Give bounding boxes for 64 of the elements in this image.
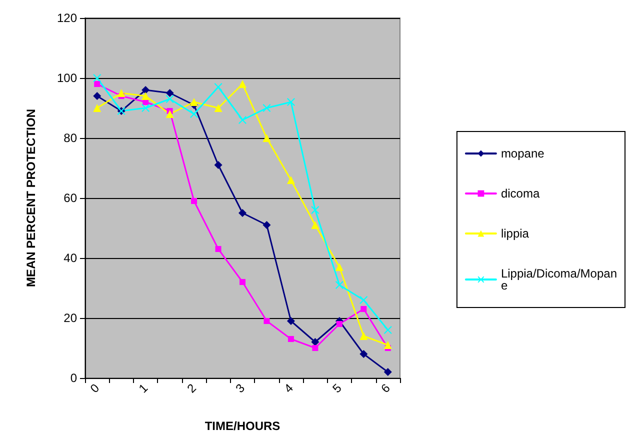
point bbox=[360, 332, 368, 340]
point bbox=[166, 95, 174, 103]
x-tick-label: 1 bbox=[136, 380, 151, 396]
x-tick-label: 4 bbox=[281, 380, 296, 396]
point bbox=[117, 89, 126, 97]
y-tick-label: 20 bbox=[64, 311, 78, 325]
point bbox=[191, 198, 198, 204]
point bbox=[93, 74, 102, 82]
point bbox=[311, 206, 320, 214]
point bbox=[262, 134, 271, 142]
point bbox=[384, 368, 392, 376]
point bbox=[238, 209, 246, 217]
y-axis-title: MEAN PERCENT PROTECTION bbox=[24, 108, 38, 288]
x-tick-label: 3 bbox=[232, 380, 248, 396]
legend-label: Lippia/Dicoma/Mopane bbox=[500, 266, 617, 292]
point bbox=[214, 161, 222, 169]
point bbox=[215, 246, 222, 252]
x-tick-label: 6 bbox=[378, 380, 394, 396]
x-tick-label: 2 bbox=[184, 380, 200, 396]
y-tick-label: 40 bbox=[64, 251, 78, 265]
point bbox=[93, 104, 102, 112]
point bbox=[238, 116, 246, 124]
point bbox=[335, 263, 344, 271]
point bbox=[262, 221, 271, 229]
point bbox=[240, 279, 246, 285]
legend-label: dicoma bbox=[500, 186, 540, 200]
point bbox=[311, 338, 320, 346]
point bbox=[360, 306, 367, 312]
point bbox=[238, 80, 246, 88]
point bbox=[142, 86, 150, 94]
point bbox=[311, 221, 320, 229]
y-tick-label: 120 bbox=[56, 11, 78, 25]
y-tick-label: 60 bbox=[64, 191, 78, 205]
point bbox=[384, 341, 392, 349]
y-tick-label: 0 bbox=[70, 371, 78, 385]
point bbox=[360, 296, 368, 304]
legend-label: mopane bbox=[500, 146, 545, 160]
point bbox=[288, 336, 294, 342]
point bbox=[286, 98, 295, 106]
point bbox=[190, 110, 198, 118]
point bbox=[312, 345, 318, 351]
point bbox=[94, 81, 100, 87]
point bbox=[142, 104, 150, 112]
point bbox=[142, 92, 150, 100]
point bbox=[264, 318, 270, 324]
point bbox=[166, 110, 174, 118]
point bbox=[384, 326, 392, 334]
point bbox=[93, 92, 102, 100]
x-tick-label: 5 bbox=[330, 380, 345, 396]
point bbox=[190, 98, 198, 106]
legend-label: lippia bbox=[500, 226, 530, 240]
y-tick-label: 80 bbox=[64, 131, 78, 145]
point bbox=[166, 89, 174, 97]
point bbox=[336, 321, 342, 327]
point bbox=[286, 317, 295, 325]
point bbox=[360, 350, 368, 358]
point bbox=[214, 104, 222, 112]
y-tick-label: 100 bbox=[56, 71, 78, 85]
point bbox=[286, 176, 295, 184]
point bbox=[262, 104, 271, 112]
x-tick-label: 0 bbox=[87, 380, 102, 396]
point bbox=[335, 281, 344, 289]
point bbox=[214, 83, 222, 91]
x-axis-title: TIME/HOURS bbox=[204, 419, 280, 433]
